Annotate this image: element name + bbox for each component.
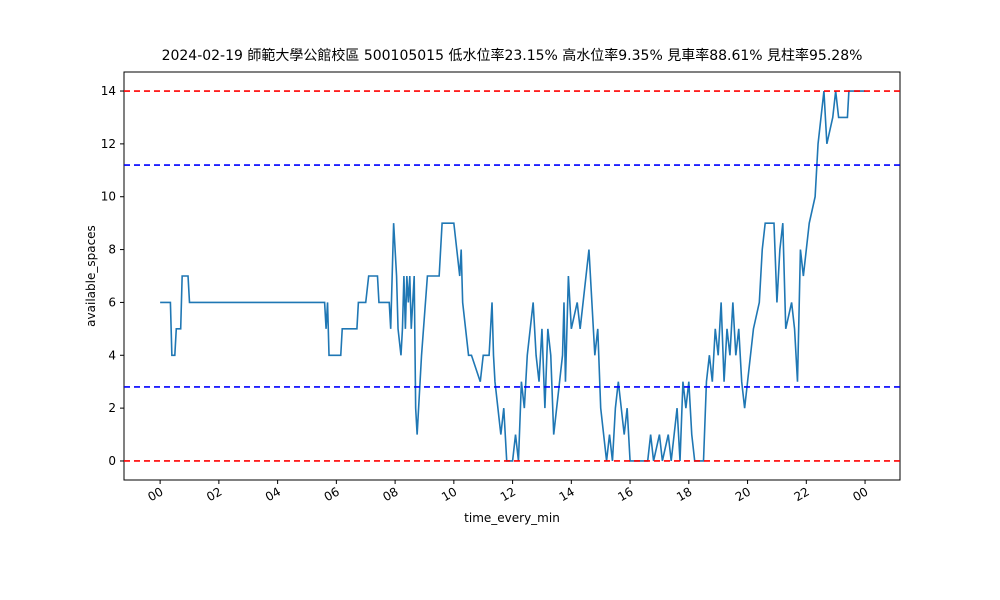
x-tick-label: 08 xyxy=(380,484,400,504)
y-tick-label: 4 xyxy=(108,348,116,362)
chart-title: 2024-02-19 師範大學公館校區 500105015 低水位率23.15%… xyxy=(162,47,863,64)
y-tick-label: 14 xyxy=(101,84,116,98)
x-tick-label: 02 xyxy=(204,484,224,504)
y-tick-label: 10 xyxy=(101,190,116,204)
x-tick-label: 04 xyxy=(263,484,283,504)
plot-frame xyxy=(123,71,901,481)
y-axis-label: available_spaces xyxy=(84,225,98,327)
x-tick-label: 20 xyxy=(733,484,753,504)
x-axis-label: time_every_min xyxy=(464,511,560,525)
x-tick-label: 16 xyxy=(615,484,635,504)
x-tick-label: 18 xyxy=(674,484,694,504)
data-line xyxy=(160,90,866,462)
x-tick-label: 12 xyxy=(498,484,518,504)
y-tick-label: 6 xyxy=(108,295,116,309)
x-tick-label: 14 xyxy=(557,484,577,504)
y-tick-label: 0 xyxy=(108,454,116,468)
x-tick-label: 10 xyxy=(439,484,459,504)
x-tick-label: 06 xyxy=(322,484,342,504)
x-tick-label: 00 xyxy=(850,484,870,504)
x-tick-label: 00 xyxy=(145,484,165,504)
x-tick-label: 22 xyxy=(792,484,812,504)
y-tick-label: 2 xyxy=(108,401,116,415)
y-tick-label: 8 xyxy=(108,243,116,257)
y-tick-label: 12 xyxy=(101,137,116,151)
